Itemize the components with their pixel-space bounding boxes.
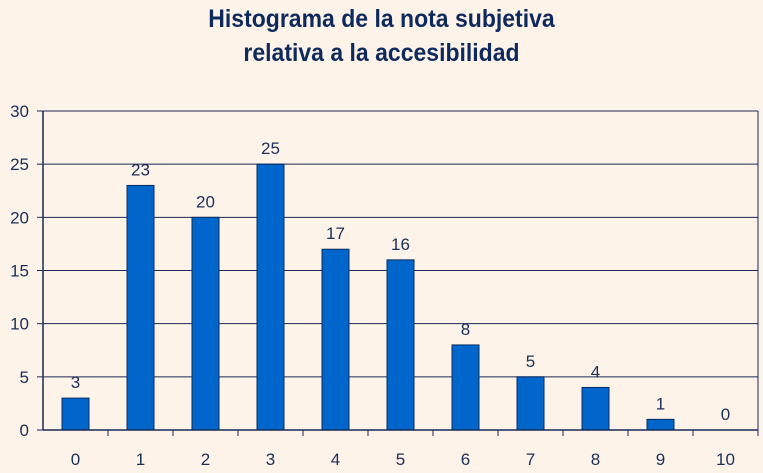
bar-6	[451, 344, 480, 431]
x-tick-label: 9	[656, 450, 665, 469]
chart-title-line-2: relativa a la accesibilidad	[243, 39, 520, 67]
x-tick-label: 1	[136, 450, 145, 469]
y-tick-label: 5	[20, 368, 29, 387]
x-tick-label: 2	[201, 450, 210, 469]
data-label-6: 8	[461, 320, 470, 339]
bar-5	[386, 259, 415, 431]
data-label-3: 25	[261, 139, 280, 158]
data-label-4: 17	[326, 224, 345, 243]
bar-1	[126, 184, 155, 431]
y-tick-label: 25	[10, 155, 29, 174]
x-tick-label: 3	[266, 450, 275, 469]
y-tick-label: 0	[20, 421, 29, 440]
bar-4	[321, 248, 350, 431]
y-tick-label: 15	[10, 262, 29, 281]
data-label-2: 20	[196, 192, 215, 211]
bar-9	[646, 418, 675, 431]
bar-0	[61, 397, 90, 431]
data-label-0: 3	[71, 373, 80, 392]
bar-3	[256, 163, 285, 431]
data-label-5: 16	[391, 235, 410, 254]
data-label-9: 1	[656, 394, 665, 413]
x-tick-label: 4	[331, 450, 340, 469]
bar-2	[191, 216, 220, 431]
x-tick-label: 6	[461, 450, 470, 469]
y-tick-label: 20	[10, 208, 29, 227]
data-label-8: 4	[591, 362, 600, 381]
bar-7	[516, 376, 545, 431]
x-tick-label: 8	[591, 450, 600, 469]
chart-title-line-1: Histograma de la nota subjetiva	[208, 5, 555, 33]
x-tick-label: 10	[716, 450, 735, 469]
bar-8	[581, 386, 610, 431]
x-tick-label: 0	[71, 450, 80, 469]
x-tick-label: 7	[526, 450, 535, 469]
chart-title: Histograma de la nota subjetiva relativa…	[31, 2, 733, 70]
y-tick-label: 30	[10, 102, 29, 121]
data-label-7: 5	[526, 352, 535, 371]
data-label-10: 0	[721, 405, 730, 424]
y-tick-label: 10	[10, 315, 29, 334]
data-label-1: 23	[131, 160, 150, 179]
x-tick-label: 5	[396, 450, 405, 469]
